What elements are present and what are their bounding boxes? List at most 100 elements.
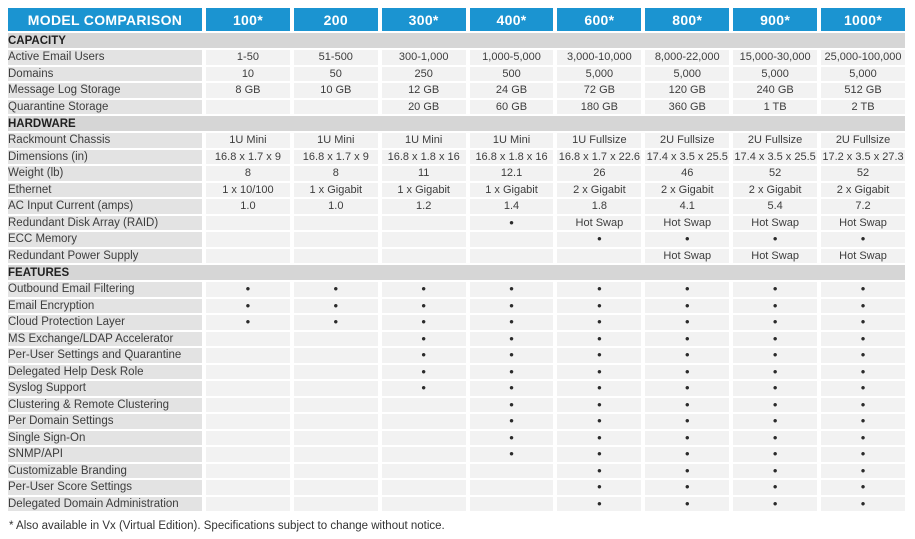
feature-dot: • — [821, 496, 905, 511]
cell-value — [381, 496, 466, 511]
row-label: Message Log Storage — [8, 83, 203, 98]
feature-dot: • — [821, 480, 905, 495]
cell-value: 60 GB — [469, 99, 554, 114]
cell-value: 5,000 — [645, 66, 730, 81]
cell-value — [206, 496, 290, 511]
row-label: Email Encryption — [8, 298, 203, 313]
cell-value: 1 x Gigabit — [381, 182, 466, 197]
section-header: HARDWARE — [8, 116, 905, 131]
feature-dot: • — [469, 282, 554, 297]
feature-dot: • — [733, 397, 818, 412]
cell-value: 26 — [557, 166, 642, 181]
feature-dot: • — [733, 430, 818, 445]
cell-value: 1.0 — [293, 199, 378, 214]
cell-value: 72 GB — [557, 83, 642, 98]
cell-value — [293, 364, 378, 379]
feature-dot: • — [557, 348, 642, 363]
cell-value — [206, 430, 290, 445]
feature-dot: • — [821, 298, 905, 313]
feature-dot: • — [645, 364, 730, 379]
cell-value — [469, 480, 554, 495]
feature-dot: • — [381, 298, 466, 313]
cell-value: 2U Fullsize — [821, 133, 905, 148]
feature-dot: • — [645, 381, 730, 396]
feature-dot: • — [821, 414, 905, 429]
cell-value: 1 x 10/100 — [206, 182, 290, 197]
cell-value: 1 x Gigabit — [293, 182, 378, 197]
table-body: MODEL COMPARISON 100* 200 300* 400* 600* 800* 9… — [8, 8, 905, 511]
table-row: Domains 10 50 250 500 5,000 5,000 5,000 5,000 — [8, 66, 905, 81]
feature-dot: • — [469, 447, 554, 462]
feature-dot: • — [733, 480, 818, 495]
row-label: Active Email Users — [8, 50, 203, 65]
cell-value — [557, 248, 642, 263]
cell-value — [469, 496, 554, 511]
cell-value — [206, 99, 290, 114]
feature-dot: • — [381, 331, 466, 346]
feature-dot: • — [206, 282, 290, 297]
feature-dot: • — [645, 282, 730, 297]
feature-dot: • — [293, 298, 378, 313]
cell-value: 10 GB — [293, 83, 378, 98]
feature-dot: • — [469, 298, 554, 313]
row-label: Syslog Support — [8, 381, 203, 396]
row-label: Outbound Email Filtering — [8, 282, 203, 297]
cell-value — [293, 397, 378, 412]
table-row: Outbound Email Filtering • • • • • • • • — [8, 282, 905, 297]
feature-dot: • — [821, 463, 905, 478]
model-column-header: 300* — [381, 8, 466, 31]
cell-value — [206, 381, 290, 396]
feature-dot: • — [645, 463, 730, 478]
table-row: Per-User Score Settings • • • • — [8, 480, 905, 495]
cell-value: Hot Swap — [557, 215, 642, 230]
feature-dot: • — [733, 414, 818, 429]
feature-dot: • — [469, 215, 554, 230]
feature-dot: • — [469, 381, 554, 396]
row-label: Clustering & Remote Clustering — [8, 397, 203, 412]
cell-value: 17.4 x 3.5 x 25.5 — [645, 149, 730, 164]
cell-value — [293, 381, 378, 396]
feature-dot: • — [381, 348, 466, 363]
cell-value: 52 — [821, 166, 905, 181]
cell-value — [206, 348, 290, 363]
table-row: Delegated Domain Administration • • • • — [8, 496, 905, 511]
feature-dot: • — [557, 447, 642, 462]
feature-dot: • — [293, 282, 378, 297]
cell-value: 12 GB — [381, 83, 466, 98]
table-row: Delegated Help Desk Role • • • • • • — [8, 364, 905, 379]
table-row: SNMP/API • • • • • — [8, 447, 905, 462]
cell-value — [293, 463, 378, 478]
model-column-header: 100* — [206, 8, 290, 31]
row-label: SNMP/API — [8, 447, 203, 462]
feature-dot: • — [821, 397, 905, 412]
table-row: MS Exchange/LDAP Accelerator • • • • • • — [8, 331, 905, 346]
cell-value — [293, 232, 378, 247]
cell-value: 51-500 — [293, 50, 378, 65]
cell-value: 50 — [293, 66, 378, 81]
cell-value — [293, 414, 378, 429]
cell-value — [381, 463, 466, 478]
table-row: Ethernet 1 x 10/100 1 x Gigabit 1 x Gigabit… — [8, 182, 905, 197]
feature-dot: • — [557, 364, 642, 379]
cell-value: Hot Swap — [645, 215, 730, 230]
table-row: Syslog Support • • • • • • — [8, 381, 905, 396]
feature-dot: • — [557, 480, 642, 495]
cell-value: 240 GB — [733, 83, 818, 98]
feature-dot: • — [381, 381, 466, 396]
row-label: Ethernet — [8, 182, 203, 197]
cell-value: 20 GB — [381, 99, 466, 114]
model-column-header: 800* — [645, 8, 730, 31]
feature-dot: • — [645, 447, 730, 462]
section-row: CAPACITY — [8, 33, 905, 48]
cell-value: 1U Fullsize — [557, 133, 642, 148]
table-row: Cloud Protection Layer • • • • • • • • — [8, 315, 905, 330]
cell-value: 3,000-10,000 — [557, 50, 642, 65]
cell-value — [293, 496, 378, 511]
cell-value — [293, 447, 378, 462]
section-row: FEATURES — [8, 265, 905, 280]
feature-dot: • — [821, 331, 905, 346]
cell-value: 17.2 x 3.5 x 27.3 — [821, 149, 905, 164]
cell-value: 1-50 — [206, 50, 290, 65]
feature-dot: • — [645, 315, 730, 330]
cell-value — [293, 331, 378, 346]
